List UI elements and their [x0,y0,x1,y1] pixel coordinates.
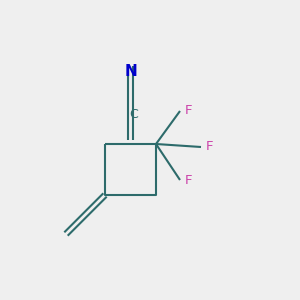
Text: F: F [184,104,192,118]
Text: F: F [206,140,213,154]
Text: F: F [184,173,192,187]
Text: N: N [124,64,137,80]
Text: C: C [129,107,138,121]
